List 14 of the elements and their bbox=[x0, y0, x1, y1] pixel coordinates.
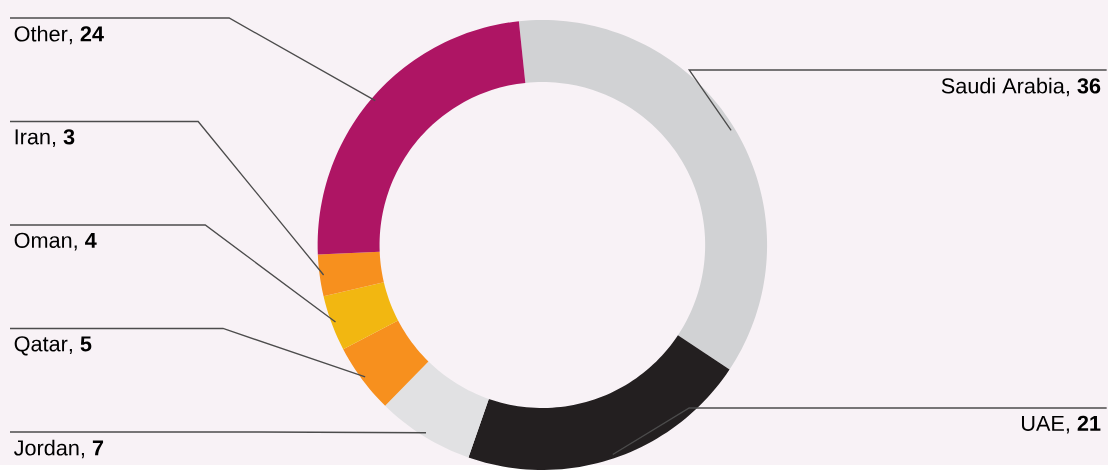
slice-label: Other bbox=[14, 25, 68, 42]
slice-label: Jordan bbox=[14, 439, 79, 456]
data-label: , 7 bbox=[81, 440, 104, 459]
slice-label: Qatar bbox=[14, 336, 68, 356]
slice-label: Saudi Arabia bbox=[941, 77, 1065, 94]
data-label: , 21 bbox=[1066, 415, 1101, 434]
slice-label: Iran bbox=[15, 129, 50, 145]
data-label: , 3 bbox=[52, 129, 75, 148]
data-label: , 36 bbox=[1066, 78, 1101, 97]
data-label: , 24 bbox=[69, 26, 104, 45]
slice-label: Oman bbox=[14, 232, 72, 248]
data-label: , 5 bbox=[69, 336, 92, 355]
slice-label: UAE bbox=[1021, 415, 1064, 431]
data-label: , 4 bbox=[74, 232, 97, 251]
